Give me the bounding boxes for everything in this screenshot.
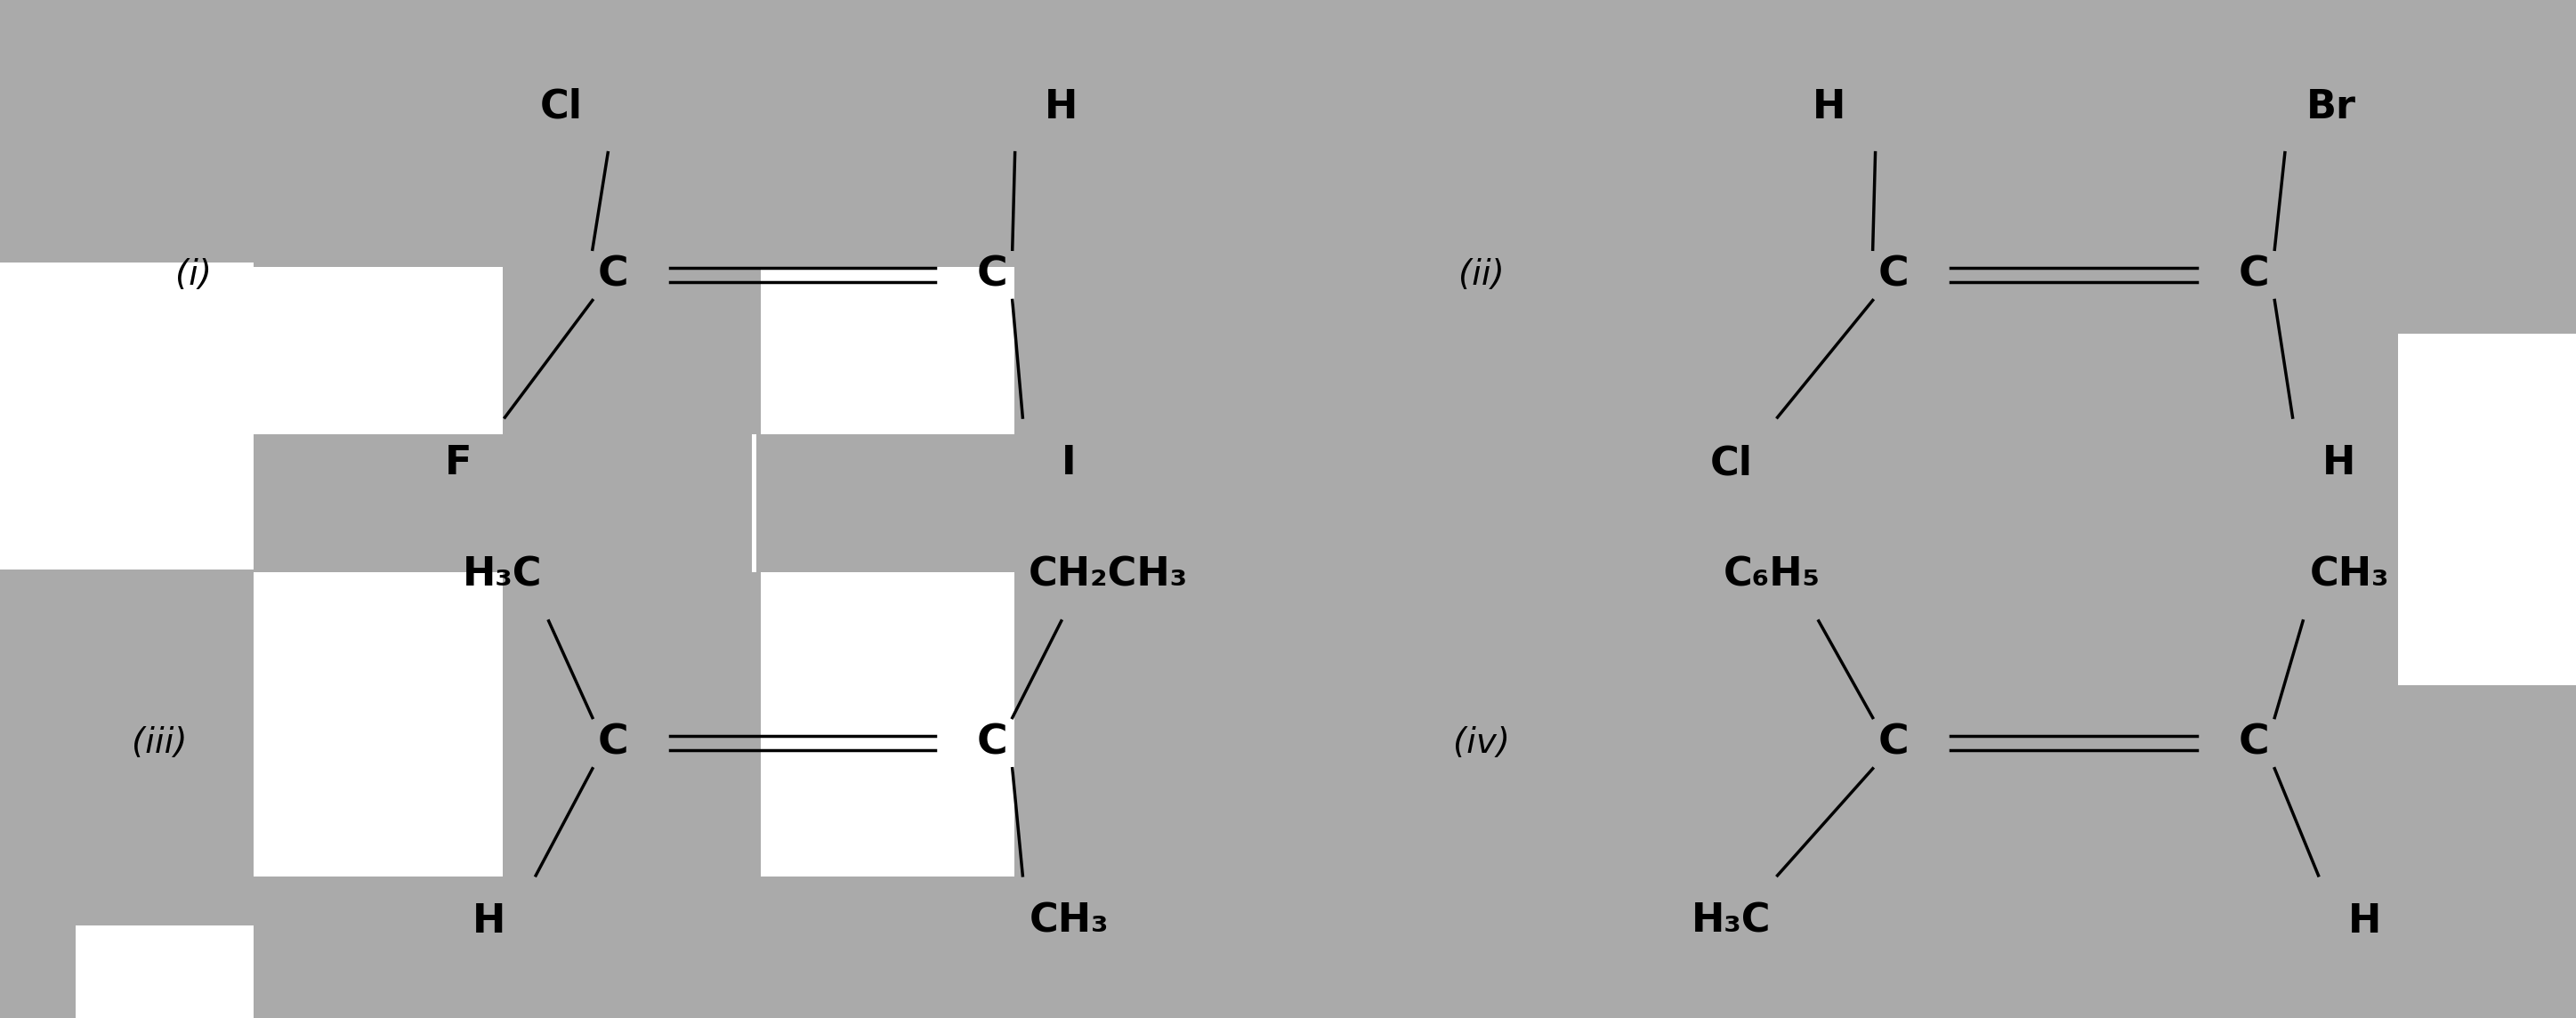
Text: (i): (i) — [175, 258, 211, 292]
Bar — [760, 267, 1015, 574]
Text: H: H — [1046, 88, 1077, 126]
Text: CH₂CH₃: CH₂CH₃ — [1028, 556, 1188, 595]
Text: CH₃: CH₃ — [2311, 556, 2388, 595]
Text: C: C — [976, 723, 1007, 764]
Text: H₃C: H₃C — [1692, 902, 1770, 941]
Bar — [252, 435, 752, 572]
Text: H₃C: H₃C — [464, 556, 541, 595]
Text: I: I — [1061, 444, 1077, 483]
Text: C₆H₅: C₆H₅ — [1723, 556, 1821, 595]
Text: (iv): (iv) — [1453, 726, 1510, 760]
Text: F: F — [446, 444, 471, 483]
Text: (iii): (iii) — [131, 726, 188, 760]
Text: Br: Br — [2306, 88, 2357, 126]
Text: Cl: Cl — [541, 88, 582, 126]
Text: C: C — [2239, 254, 2269, 295]
Text: C: C — [1878, 254, 1909, 295]
Text: H: H — [2324, 444, 2354, 483]
Bar — [0, 263, 252, 569]
Text: C: C — [976, 254, 1007, 295]
Bar — [760, 569, 1015, 876]
Text: C: C — [2239, 723, 2269, 764]
Bar — [2398, 334, 2576, 685]
Text: CH₃: CH₃ — [1030, 902, 1108, 941]
Text: Cl: Cl — [1710, 444, 1752, 483]
Text: C: C — [598, 254, 629, 295]
Text: C: C — [598, 723, 629, 764]
Bar — [252, 569, 502, 876]
Bar — [75, 925, 252, 1018]
Text: H: H — [1814, 88, 1844, 126]
Text: (ii): (ii) — [1458, 258, 1504, 292]
Text: C: C — [1878, 723, 1909, 764]
Text: H: H — [474, 902, 505, 941]
Text: H: H — [2349, 902, 2380, 941]
Bar — [760, 435, 1260, 572]
Bar — [502, 435, 757, 572]
Bar — [252, 267, 502, 574]
